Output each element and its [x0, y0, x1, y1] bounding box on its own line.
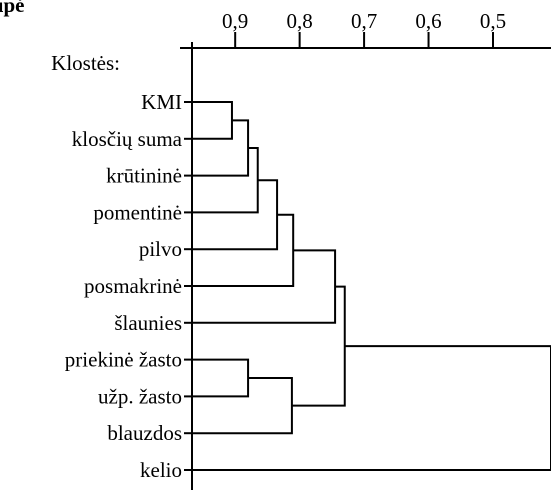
dendrogram-link	[192, 119, 250, 177]
leaf-label: posmakrinė	[84, 274, 182, 298]
leaf-labels: KMI klosčių suma krūtininė pomentinė pilvo po…	[65, 90, 192, 482]
axis-tick-label: 0,9	[222, 9, 248, 33]
axis-tick-label: 0,8	[287, 9, 313, 33]
dendrogram-link	[192, 249, 337, 324]
leaf-label: užp. žasto	[98, 384, 182, 408]
leaf-label: pomentinė	[93, 200, 182, 224]
leaf-label: priekinė žasto	[65, 348, 182, 372]
chart-title: grupė	[0, 0, 25, 17]
axis-ticks: 0,9 0,8 0,7 0,6 0,5	[222, 9, 506, 48]
dendrogram-link	[192, 358, 250, 398]
leaf-label: šlaunies	[114, 311, 182, 335]
dendrogram-link	[192, 101, 233, 140]
dendrogram-link	[192, 377, 293, 435]
dendrogram-link	[192, 179, 279, 251]
axis-tick-label: 0,6	[415, 9, 441, 33]
leaf-label: blauzdos	[107, 421, 182, 445]
leaf-label: krūtininė	[106, 164, 182, 188]
leaf-label: pilvo	[139, 237, 182, 261]
dendrogram-link	[192, 345, 551, 471]
dendrogram-link	[192, 213, 295, 287]
leaf-label: kelio	[140, 458, 182, 482]
dendrogram-links	[192, 101, 551, 471]
axis-tick-label: 0,7	[351, 9, 377, 33]
axis-tick-label: 0,5	[480, 9, 506, 33]
leaf-label: klosčių suma	[72, 127, 183, 151]
leaf-label: KMI	[141, 90, 182, 114]
dendrogram-link	[291, 285, 346, 407]
chart-subtitle: Klostės:	[51, 51, 120, 75]
dendrogram-link	[192, 147, 259, 214]
